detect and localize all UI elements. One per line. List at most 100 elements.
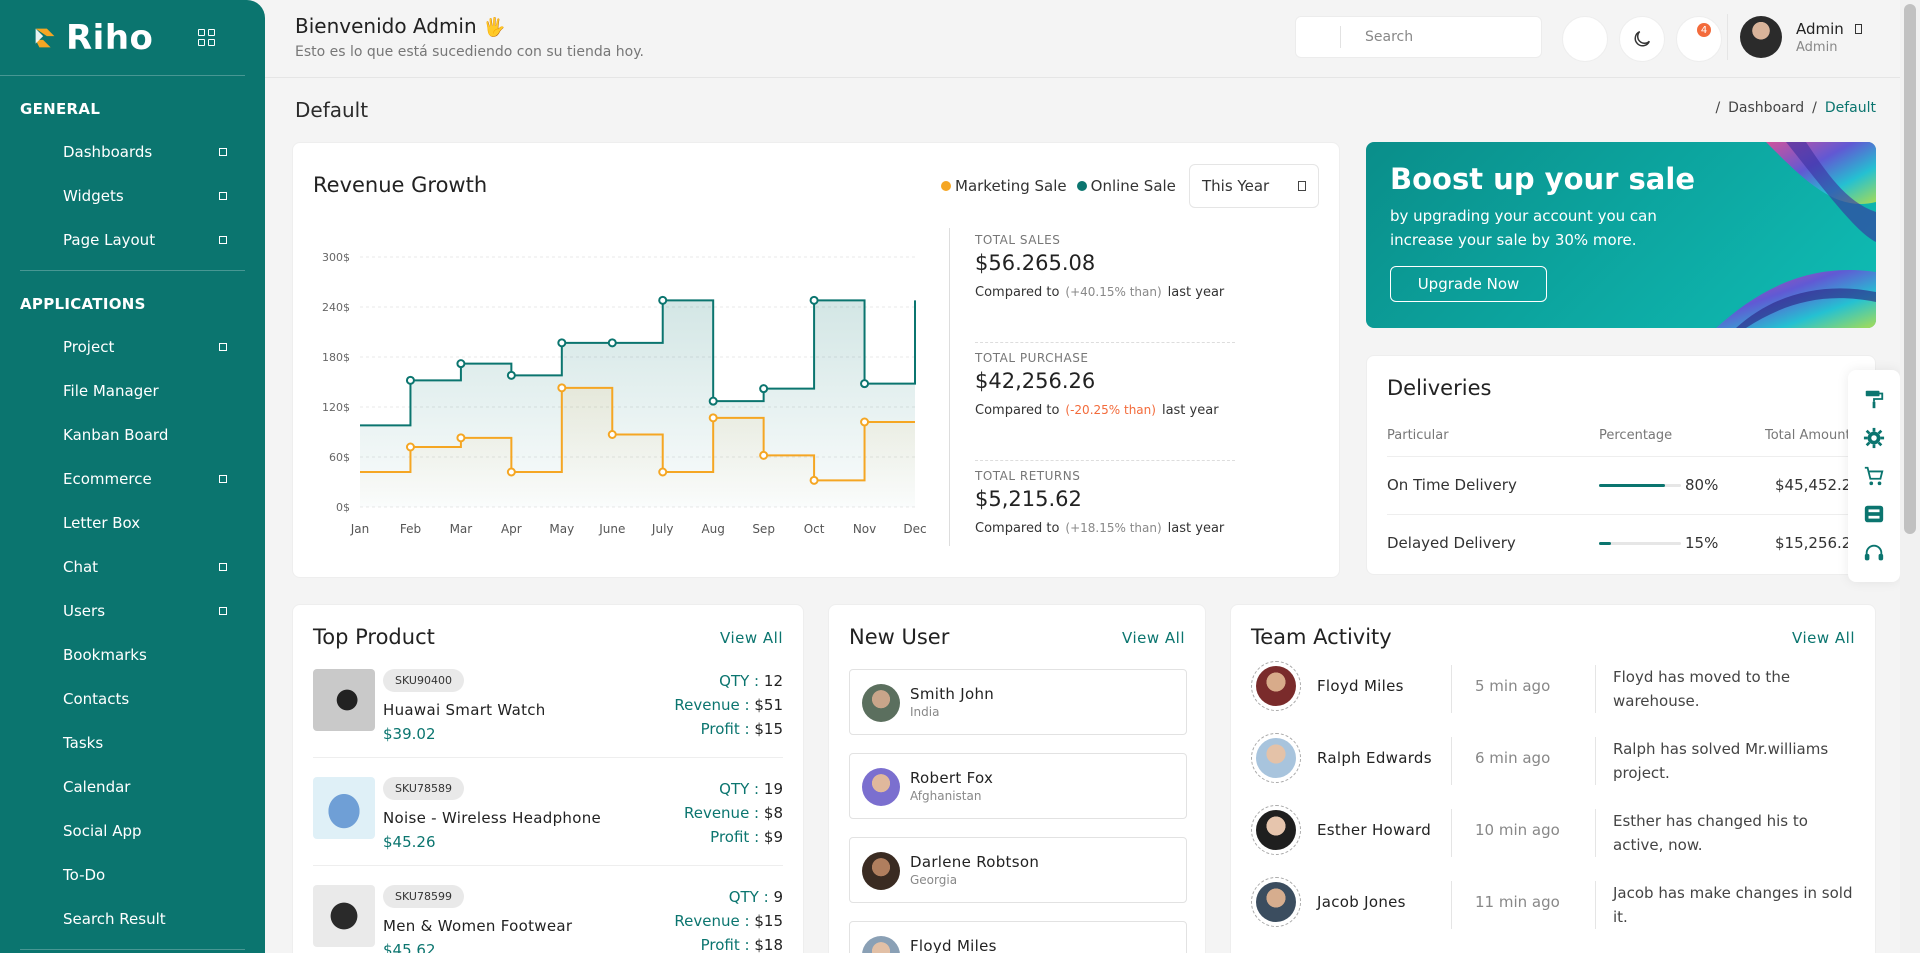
activity-row[interactable]: Ralph Edwards 6 min ago Ralph has solved M… bbox=[1251, 733, 1855, 805]
metric-label: Profit : bbox=[710, 828, 760, 846]
scrollbar-thumb[interactable] bbox=[1904, 4, 1916, 534]
upgrade-now-button[interactable]: Upgrade Now bbox=[1390, 266, 1547, 302]
product-row[interactable]: SKU90400 Huawai Smart Watch $39.02 QTY : 12… bbox=[313, 669, 783, 769]
data-point[interactable] bbox=[557, 383, 567, 393]
data-point[interactable] bbox=[506, 370, 516, 380]
sidebar-item-letter-box[interactable]: Letter Box bbox=[0, 501, 265, 545]
sidebar-nav: GENERAL Dashboards Widgets Page Layout APPLI… bbox=[0, 100, 265, 950]
sidebar-item-file-manager[interactable]: File Manager bbox=[0, 369, 265, 413]
legend-online-sale[interactable]: Online Sale bbox=[1076, 177, 1176, 195]
sidebar-item-label: Project bbox=[63, 338, 115, 356]
data-point[interactable] bbox=[557, 338, 567, 348]
metric-label: QTY : bbox=[719, 672, 760, 690]
product-row[interactable]: SKU78589 Noise - Wireless Headphone $45.26… bbox=[313, 777, 783, 877]
data-point[interactable] bbox=[607, 430, 617, 439]
user-card[interactable]: Robert Fox Afghanistan bbox=[849, 753, 1187, 819]
breadcrumb-dashboard[interactable]: Dashboard bbox=[1728, 100, 1805, 116]
y-tick-label: 240$ bbox=[322, 301, 350, 314]
sidebar-item-chat[interactable]: Chat bbox=[0, 545, 265, 589]
sidebar-item-tasks[interactable]: Tasks bbox=[0, 721, 265, 765]
activity-divider bbox=[1451, 665, 1452, 713]
data-point[interactable] bbox=[456, 359, 466, 369]
topbar: Bienvenido Admin 🖐 Esto es lo que está s… bbox=[265, 0, 1900, 78]
legend-dot bbox=[941, 181, 951, 191]
dark-mode-button[interactable] bbox=[1619, 16, 1665, 62]
search-input[interactable] bbox=[1365, 29, 1525, 45]
brand-logo[interactable]: Riho bbox=[30, 18, 153, 58]
sidebar-item-social-app[interactable]: Social App bbox=[0, 809, 265, 853]
sidebar-item-project[interactable]: Project bbox=[0, 325, 265, 369]
data-point[interactable] bbox=[405, 375, 415, 385]
sidebar-item-page-layout[interactable]: Page Layout bbox=[0, 218, 265, 262]
headset-icon[interactable] bbox=[1863, 542, 1885, 564]
stat-block: TOTAL SALES $56.265.08 Compared to (+40.15%… bbox=[975, 225, 1235, 343]
grid-toggle-icon[interactable] bbox=[198, 29, 215, 46]
sidebar-header: Riho bbox=[0, 0, 245, 76]
notification-button[interactable]: 4 bbox=[1676, 16, 1722, 62]
paint-roller-icon[interactable] bbox=[1863, 388, 1885, 410]
deliveries-title: Deliveries bbox=[1387, 376, 1492, 400]
metric-label: Revenue : bbox=[674, 696, 750, 714]
data-point[interactable] bbox=[708, 396, 718, 406]
server-icon[interactable] bbox=[1863, 503, 1885, 525]
chevron-down-icon bbox=[1854, 23, 1862, 34]
data-point[interactable] bbox=[506, 467, 516, 477]
data-point[interactable] bbox=[658, 295, 668, 305]
new-user-view-all[interactable]: View All bbox=[1122, 629, 1185, 647]
logo-icon bbox=[35, 28, 55, 47]
activity-row[interactable]: Esther Howard 10 min ago Esther has change… bbox=[1251, 805, 1855, 877]
data-point[interactable] bbox=[809, 475, 819, 485]
team-activity-view-all[interactable]: View All bbox=[1792, 629, 1855, 647]
chevron-right-icon bbox=[219, 607, 227, 615]
sidebar-item-dashboards[interactable]: Dashboards bbox=[0, 130, 265, 174]
data-point[interactable] bbox=[658, 467, 668, 477]
fullscreen-button[interactable] bbox=[1562, 16, 1608, 62]
top-product-view-all[interactable]: View All bbox=[720, 629, 783, 647]
gear-icon[interactable] bbox=[1863, 427, 1885, 449]
user-card[interactable]: Floyd Miles bbox=[849, 921, 1187, 953]
data-point[interactable] bbox=[708, 413, 718, 423]
user-card[interactable]: Smith John India bbox=[849, 669, 1187, 735]
data-point[interactable] bbox=[405, 442, 415, 452]
search-box[interactable] bbox=[1295, 16, 1542, 58]
avatar-image bbox=[1256, 882, 1296, 922]
metric-value: $8 bbox=[763, 804, 783, 822]
legend-marketing-sale[interactable]: Marketing Sale bbox=[941, 177, 1067, 195]
data-point[interactable] bbox=[860, 417, 870, 427]
metric-label: Revenue : bbox=[683, 804, 760, 822]
nav-list: Project File Manager Kanban Board Ecommerce… bbox=[0, 325, 265, 941]
sidebar-item-search-result[interactable]: Search Result bbox=[0, 897, 265, 941]
activity-divider bbox=[1451, 809, 1452, 857]
team-activity-title: Team Activity bbox=[1251, 625, 1392, 649]
sidebar-item-label: Tasks bbox=[63, 734, 104, 752]
data-point[interactable] bbox=[759, 384, 769, 394]
data-point[interactable] bbox=[809, 295, 819, 305]
sidebar-item-calendar[interactable]: Calendar bbox=[0, 765, 265, 809]
data-point[interactable] bbox=[759, 450, 769, 460]
activity-row[interactable]: Jacob Jones 11 min ago Jacob has make chan… bbox=[1251, 877, 1855, 949]
cart-icon[interactable] bbox=[1863, 465, 1885, 487]
user-card[interactable]: Darlene Robtson Georgia bbox=[849, 837, 1187, 903]
data-point[interactable] bbox=[607, 338, 617, 348]
product-row[interactable]: SKU78599 Men & Women Footwear $45.62 QTY : … bbox=[313, 885, 783, 953]
metric-label: QTY : bbox=[719, 780, 760, 798]
data-point[interactable] bbox=[860, 379, 870, 389]
sidebar-item-bookmarks[interactable]: Bookmarks bbox=[0, 633, 265, 677]
range-select[interactable]: This Year bbox=[1189, 164, 1319, 208]
chart-divider bbox=[949, 228, 950, 546]
row-divider bbox=[1387, 456, 1875, 457]
sidebar-item-users[interactable]: Users bbox=[0, 589, 265, 633]
sidebar-item-kanban-board[interactable]: Kanban Board bbox=[0, 413, 265, 457]
sidebar-item-widgets[interactable]: Widgets bbox=[0, 174, 265, 218]
sidebar-item-to-do[interactable]: To-Do bbox=[0, 853, 265, 897]
deliveries-header-particular: Particular bbox=[1387, 428, 1449, 443]
x-tick-label: May bbox=[549, 522, 574, 536]
sidebar-item-ecommerce[interactable]: Ecommerce bbox=[0, 457, 265, 501]
data-point[interactable] bbox=[456, 433, 466, 443]
metric-label: QTY : bbox=[728, 888, 769, 906]
deliveries-card: Deliveries Particular Percentage Total A… bbox=[1366, 355, 1876, 575]
sidebar-item-contacts[interactable]: Contacts bbox=[0, 677, 265, 721]
page-scrollbar[interactable] bbox=[1900, 0, 1920, 953]
user-menu[interactable]: Admin Admin bbox=[1740, 16, 1862, 58]
activity-row[interactable]: Floyd Miles 5 min ago Floyd has moved to t… bbox=[1251, 661, 1855, 733]
